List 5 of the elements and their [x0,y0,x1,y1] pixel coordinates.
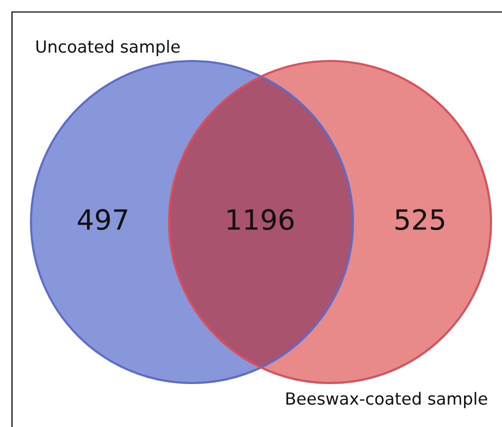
data-label: 1196 [228,209,294,230]
text: Uncoated sample [36,40,180,56]
text: Beeswax-coated sample [286,392,488,408]
data-label: 497 [78,209,128,230]
data-label: 525 [396,209,444,230]
